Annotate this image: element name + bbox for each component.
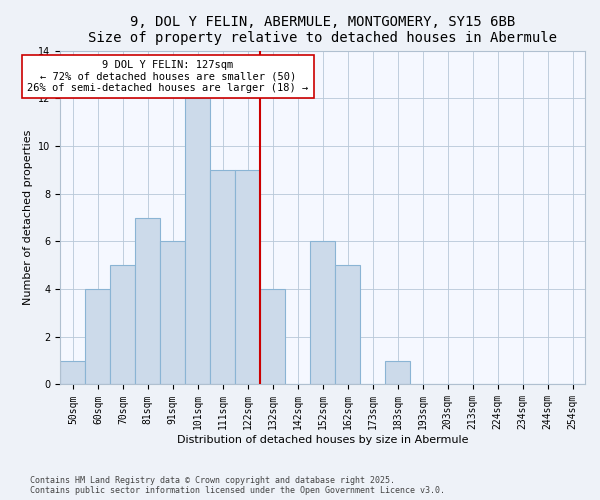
Text: 9 DOL Y FELIN: 127sqm
← 72% of detached houses are smaller (50)
26% of semi-deta: 9 DOL Y FELIN: 127sqm ← 72% of detached … [27,60,308,94]
Bar [160,242,185,384]
Bar [185,98,210,384]
Bar [210,170,235,384]
Bar [260,289,285,384]
Bar [235,170,260,384]
Bar [61,360,85,384]
Bar [335,265,360,384]
Y-axis label: Number of detached properties: Number of detached properties [23,130,33,305]
Bar [110,265,136,384]
Bar [136,218,160,384]
X-axis label: Distribution of detached houses by size in Abermule: Distribution of detached houses by size … [177,435,469,445]
Bar [310,242,335,384]
Bar [85,289,110,384]
Title: 9, DOL Y FELIN, ABERMULE, MONTGOMERY, SY15 6BB
Size of property relative to deta: 9, DOL Y FELIN, ABERMULE, MONTGOMERY, SY… [88,15,557,45]
Bar [385,360,410,384]
Text: Contains HM Land Registry data © Crown copyright and database right 2025.
Contai: Contains HM Land Registry data © Crown c… [30,476,445,495]
